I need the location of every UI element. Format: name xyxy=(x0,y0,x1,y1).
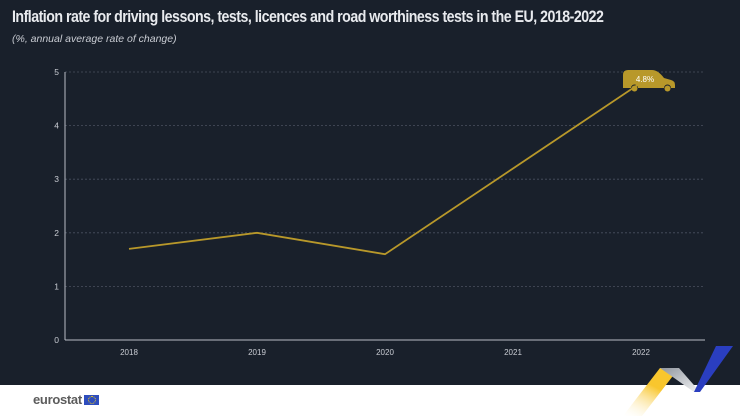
x-tick-label: 2019 xyxy=(248,348,266,357)
gridlines xyxy=(65,71,705,287)
logo-text: eurostat xyxy=(33,392,82,407)
x-axis-ticks: 2018 2019 2020 2021 2022 xyxy=(120,348,650,357)
footer xyxy=(0,385,740,416)
annotation-label: 4.8% xyxy=(636,75,654,84)
y-tick-label: 2 xyxy=(54,228,59,238)
x-tick-label: 2018 xyxy=(120,348,138,357)
car-wheel xyxy=(631,85,638,92)
y-tick-label: 4 xyxy=(54,121,59,131)
line-chart: 0 1 2 3 4 5 2018 2019 2020 2021 2022 4.8% xyxy=(54,67,705,357)
series-line-eu xyxy=(128,81,642,256)
chart-subtitle: (%, annual average rate of change) xyxy=(12,33,177,45)
y-axis-ticks: 0 1 2 3 4 5 xyxy=(54,67,59,345)
y-tick-label: 1 xyxy=(54,281,59,291)
chart-panel xyxy=(0,0,740,385)
value-annotation: 4.8% xyxy=(623,70,675,92)
x-tick-label: 2022 xyxy=(632,348,650,357)
y-tick-label: 5 xyxy=(54,67,59,77)
x-tick-label: 2020 xyxy=(376,348,394,357)
eu-flag-icon xyxy=(83,394,99,405)
eurostat-logo: eurostat xyxy=(33,392,99,407)
y-tick-label: 0 xyxy=(54,335,59,345)
car-icon xyxy=(623,70,675,88)
car-wheel xyxy=(664,85,671,92)
chart-title: Inflation rate for driving lessons, test… xyxy=(12,8,604,26)
x-tick-label: 2021 xyxy=(504,348,522,357)
y-tick-label: 3 xyxy=(54,174,59,184)
